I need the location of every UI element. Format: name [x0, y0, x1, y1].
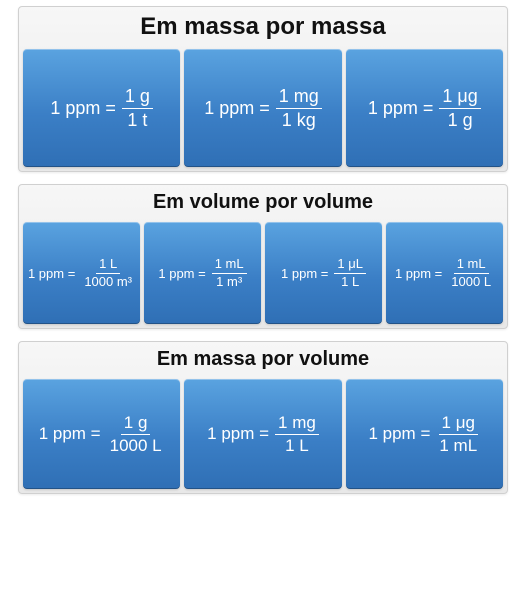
ppm-cell: 1 ppm = 1 mg1 L — [184, 379, 341, 489]
ppm-infographic: Em massa por massa1 ppm =1 g1 t1 ppm =1 … — [18, 6, 508, 494]
fraction: 1 L1000 m³ — [81, 257, 135, 290]
fraction-numerator: 1 mg — [275, 413, 319, 435]
fraction-numerator: 1 μL — [334, 257, 366, 274]
cell-row: 1 ppm =1 g1 t1 ppm =1 mg1 kg1 ppm =1 μg1… — [19, 49, 507, 171]
equation-lhs: 1 ppm = — [204, 98, 270, 119]
fraction: 1 μg1 g — [439, 86, 480, 130]
equation-lhs: 1 ppm = — [368, 424, 430, 444]
ppm-cell: 1 ppm = 1 mL1000 L — [386, 222, 503, 324]
fraction: 1 μg1 mL — [436, 413, 480, 455]
fraction-denominator: 1000 L — [448, 274, 494, 290]
fraction-numerator: 1 mL — [212, 257, 247, 274]
cell-row: 1 ppm = 1 g1000 L 1 ppm = 1 mg1 L 1 ppm = 1 μ… — [19, 379, 507, 493]
equation: 1 ppm = 1 μg1 mL — [368, 413, 480, 455]
equation: 1 ppm = 1 mL1000 L — [395, 257, 494, 290]
fraction-denominator: 1 mL — [436, 435, 480, 456]
fraction: 1 g1000 L — [107, 413, 165, 455]
fraction-denominator: 1 m³ — [213, 274, 245, 290]
fraction-numerator: 1 mg — [276, 86, 322, 109]
fraction: 1 mL1 m³ — [212, 257, 247, 290]
fraction-denominator: 1 L — [338, 274, 362, 290]
equation: 1 ppm = 1 mg1 kg — [204, 86, 322, 130]
equation-lhs: 1 ppm = — [395, 266, 442, 281]
ppm-cell: 1 ppm = 1 g1 t — [23, 49, 180, 167]
equation: 1 ppm = 1 μL1 L — [281, 257, 366, 290]
fraction: 1 g1 t — [122, 86, 153, 130]
section: Em massa por volume1 ppm =1 g1000 L1 ppm… — [18, 341, 508, 494]
fraction-denominator: 1000 L — [107, 435, 165, 456]
fraction-numerator: 1 mL — [454, 257, 489, 274]
fraction-denominator: 1 kg — [279, 109, 319, 131]
ppm-cell: 1 ppm = 1 g1000 L — [23, 379, 180, 489]
section: Em massa por massa1 ppm =1 g1 t1 ppm =1 … — [18, 6, 508, 172]
fraction-denominator: 1 L — [282, 435, 312, 456]
equation: 1 ppm = 1 L1000 m³ — [28, 257, 135, 290]
equation-lhs: 1 ppm = — [281, 266, 328, 281]
equation-lhs: 1 ppm = — [39, 424, 101, 444]
equation-lhs: 1 ppm = — [158, 266, 205, 281]
equation-lhs: 1 ppm = — [368, 98, 434, 119]
fraction-denominator: 1 t — [124, 109, 150, 131]
equation: 1 ppm =1 μg1 g — [368, 86, 481, 130]
fraction-numerator: 1 μg — [439, 413, 478, 435]
section-title: Em massa por volume — [19, 342, 507, 379]
equation-lhs: 1 ppm = — [28, 266, 75, 281]
fraction-numerator: 1 L — [96, 257, 120, 274]
equation: 1 ppm = 1 g1000 L — [39, 413, 165, 455]
fraction-denominator: 1 g — [445, 109, 476, 131]
fraction-denominator: 1000 m³ — [81, 274, 135, 290]
fraction: 1 mg1 L — [275, 413, 319, 455]
equation-lhs: 1 ppm = — [50, 98, 116, 119]
fraction-numerator: 1 μg — [439, 86, 480, 109]
fraction: 1 μL1 L — [334, 257, 366, 290]
ppm-cell: 1 ppm = 1 μg1 mL — [346, 379, 503, 489]
section-title: Em volume por volume — [19, 185, 507, 222]
fraction-numerator: 1 g — [122, 86, 153, 109]
ppm-cell: 1 ppm = 1 μL1 L — [265, 222, 382, 324]
equation: 1 ppm = 1 mL1 m³ — [158, 257, 246, 290]
equation-lhs: 1 ppm = — [207, 424, 269, 444]
equation: 1 ppm = 1 mg1 L — [207, 413, 319, 455]
ppm-cell: 1 ppm = 1 mg1 kg — [184, 49, 341, 167]
fraction: 1 mg1 kg — [276, 86, 322, 130]
fraction-numerator: 1 g — [121, 413, 151, 435]
ppm-cell: 1 ppm = 1 mL1 m³ — [144, 222, 261, 324]
equation: 1 ppm = 1 g1 t — [50, 86, 153, 130]
ppm-cell: 1 ppm = 1 L1000 m³ — [23, 222, 140, 324]
section: Em volume por volume1 ppm =1 L1000 m³1 p… — [18, 184, 508, 329]
section-title: Em massa por massa — [19, 7, 507, 49]
fraction: 1 mL1000 L — [448, 257, 494, 290]
ppm-cell: 1 ppm =1 μg1 g — [346, 49, 503, 167]
cell-row: 1 ppm =1 L1000 m³1 ppm =1 mL1 m³1 ppm =1… — [19, 222, 507, 328]
